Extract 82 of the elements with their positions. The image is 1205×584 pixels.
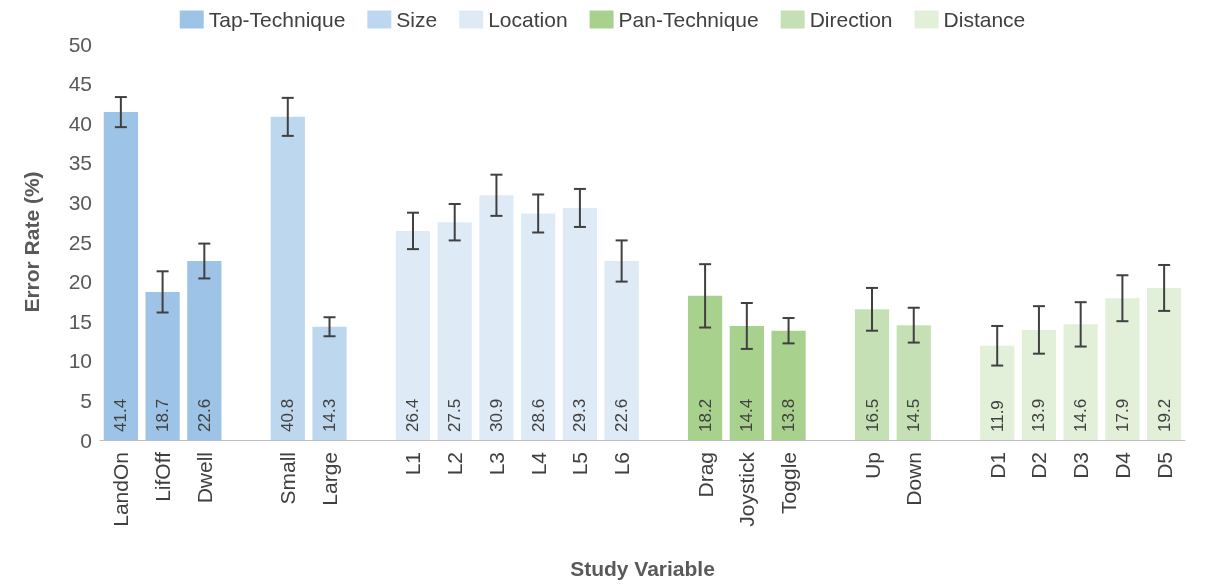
y-tick-label: 25 — [68, 230, 92, 254]
bar — [980, 345, 1015, 440]
data-label: 22.6 — [194, 398, 214, 432]
data-label: 14.4 — [737, 398, 757, 432]
bar — [479, 195, 514, 440]
data-label: 14.3 — [320, 398, 340, 432]
bar — [521, 213, 556, 440]
data-label: 40.8 — [278, 398, 298, 432]
x-tick-label: D1 — [985, 452, 1009, 479]
bar — [729, 325, 764, 440]
bar — [562, 207, 598, 440]
data-label: 27.5 — [445, 398, 465, 432]
bar — [395, 230, 431, 440]
y-tick-label: 45 — [68, 72, 92, 96]
y-tick-label: 5 — [80, 388, 92, 412]
x-tick-label: L3 — [484, 452, 508, 476]
y-axis-title: Error Rate (%) — [20, 171, 43, 313]
x-axis-title: Study Variable — [570, 557, 715, 580]
bar — [437, 222, 472, 440]
bar — [270, 116, 305, 440]
data-label: 28.6 — [528, 398, 548, 432]
legend-label: Distance — [943, 8, 1026, 31]
x-tick-label: L5 — [568, 452, 592, 476]
data-label: 11.9 — [987, 400, 1007, 432]
legend-label: Location — [488, 8, 568, 31]
legend-label: Direction — [809, 8, 893, 31]
data-label: 26.4 — [403, 398, 423, 432]
x-tick-label: Down — [902, 452, 926, 506]
x-tick-label: L4 — [526, 451, 550, 476]
x-tick-label: L1 — [401, 452, 425, 476]
x-tick-label: D5 — [1152, 452, 1176, 479]
data-label: 13.9 — [1029, 398, 1049, 432]
data-label: 14.6 — [1071, 398, 1091, 432]
data-label: 16.5 — [862, 398, 882, 432]
data-label: 17.9 — [1112, 398, 1132, 432]
data-label: 13.8 — [779, 398, 799, 432]
x-tick-label: LifOff — [151, 451, 175, 502]
y-tick-label: 30 — [68, 190, 92, 214]
bar — [187, 261, 222, 440]
data-label: 18.7 — [153, 398, 173, 432]
x-tick-label: Small — [276, 452, 300, 505]
bar — [1105, 298, 1140, 440]
legend-label: Size — [396, 8, 438, 31]
y-tick-label: 10 — [68, 349, 92, 373]
legend-label: Pan-Technique — [618, 8, 759, 31]
data-label: 14.5 — [904, 398, 924, 432]
bar — [854, 309, 890, 440]
x-tick-label: Toggle — [777, 452, 801, 514]
bar — [771, 330, 806, 440]
x-tick-label: D3 — [1069, 452, 1093, 479]
data-label: 29.3 — [570, 398, 590, 432]
data-label: 18.2 — [695, 398, 715, 432]
legend-label: Tap-Technique — [208, 8, 346, 31]
x-tick-label: D4 — [1110, 451, 1134, 479]
bar — [312, 326, 347, 440]
bar — [1021, 329, 1057, 440]
y-tick-label: 0 — [80, 428, 92, 452]
data-label: 22.6 — [612, 398, 632, 432]
data-label: 19.2 — [1154, 398, 1174, 432]
x-tick-label: Large — [318, 452, 342, 506]
data-label: 41.4 — [111, 398, 131, 432]
bar — [604, 261, 639, 440]
y-tick-label: 50 — [68, 32, 92, 56]
bar — [103, 112, 138, 440]
x-tick-label: Up — [860, 452, 884, 479]
x-tick-label: D2 — [1027, 452, 1051, 479]
x-tick-label: L2 — [443, 452, 467, 476]
x-tick-label: Dwell — [192, 452, 216, 504]
x-tick-label: Drag — [693, 452, 717, 498]
x-tick-label: LandOn — [109, 452, 133, 527]
bar — [896, 325, 931, 440]
bar — [687, 295, 723, 440]
y-tick-label: 15 — [68, 309, 92, 333]
y-tick-label: 40 — [68, 111, 92, 135]
y-tick-label: 20 — [68, 270, 92, 294]
bar — [145, 291, 180, 440]
data-label: 30.9 — [486, 398, 506, 432]
x-tick-label: Joystick — [735, 451, 759, 527]
y-tick-label: 35 — [68, 151, 92, 175]
bar — [1147, 287, 1182, 440]
bar — [1063, 324, 1098, 440]
x-tick-label: L6 — [610, 452, 634, 476]
